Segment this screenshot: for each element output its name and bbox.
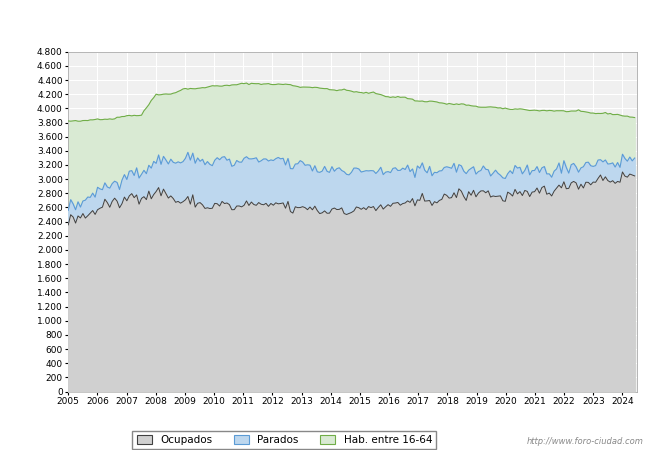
Text: http://www.foro-ciudad.com: http://www.foro-ciudad.com [526, 436, 644, 446]
Legend: Ocupados, Parados, Hab. entre 16-64: Ocupados, Parados, Hab. entre 16-64 [133, 431, 436, 449]
Text: Venta de Baños - Evolucion de la poblacion en edad de Trabajar Mayo de 2024: Venta de Baños - Evolucion de la poblaci… [44, 17, 606, 30]
